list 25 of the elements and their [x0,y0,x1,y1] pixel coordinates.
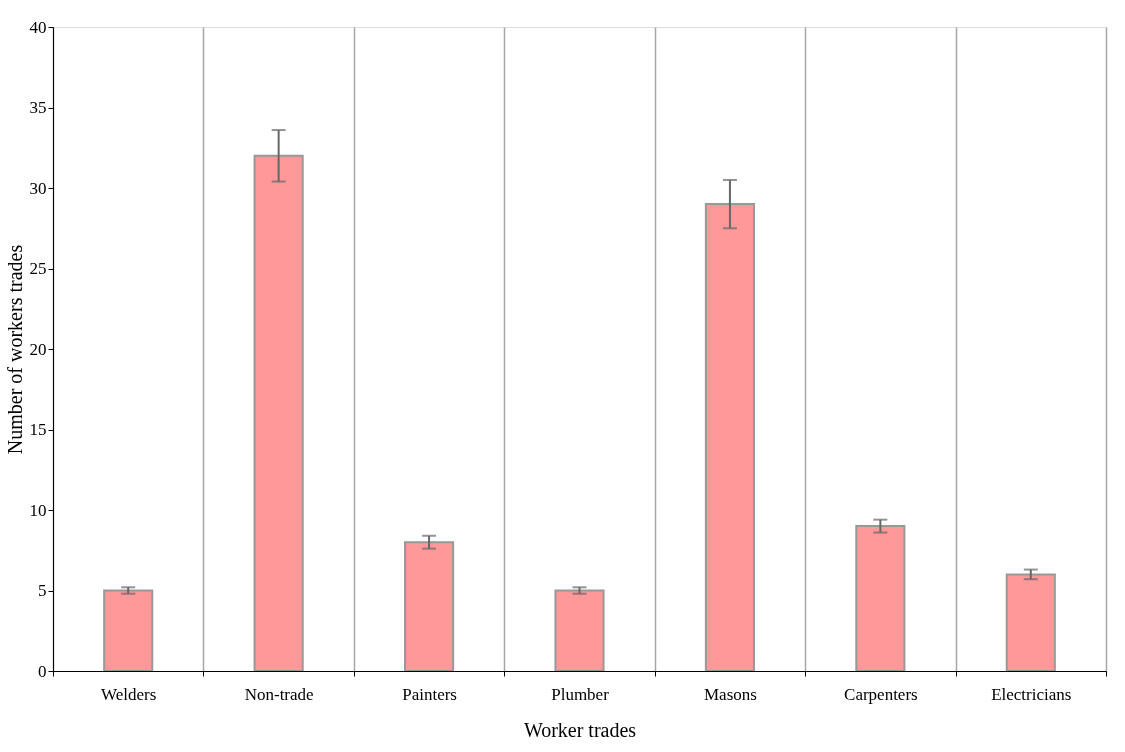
bar [253,154,304,672]
x-tick-label: Carpenters [844,684,918,704]
bar [404,541,455,672]
y-tick-label: 20 [29,339,47,359]
y-tick-label: 30 [29,178,47,198]
y-tick-label: 35 [29,98,47,117]
x-tick-label: Welders [101,684,157,704]
x-tick-label: Masons [703,684,757,704]
bar [855,525,906,672]
y-axis-title: Number of workers trades [3,244,26,455]
y-tick-label: 10 [29,500,47,520]
x-tick-label: Painters [402,684,457,704]
bar [1005,573,1056,672]
y-tick-label: 15 [29,420,47,439]
bar [554,589,605,672]
x-tick-label: Electricians [991,684,1072,704]
y-tick-label: 25 [29,259,47,278]
y-tick-label: 40 [29,17,47,37]
bar [704,203,755,672]
bar [103,589,154,672]
x-axis-title: Worker trades [523,718,637,741]
x-tick-label: Plumber [551,684,610,704]
x-tick-label: Non-trade [244,684,314,704]
y-tick-label: 5 [38,581,47,600]
y-tick-label: 0 [38,661,47,681]
